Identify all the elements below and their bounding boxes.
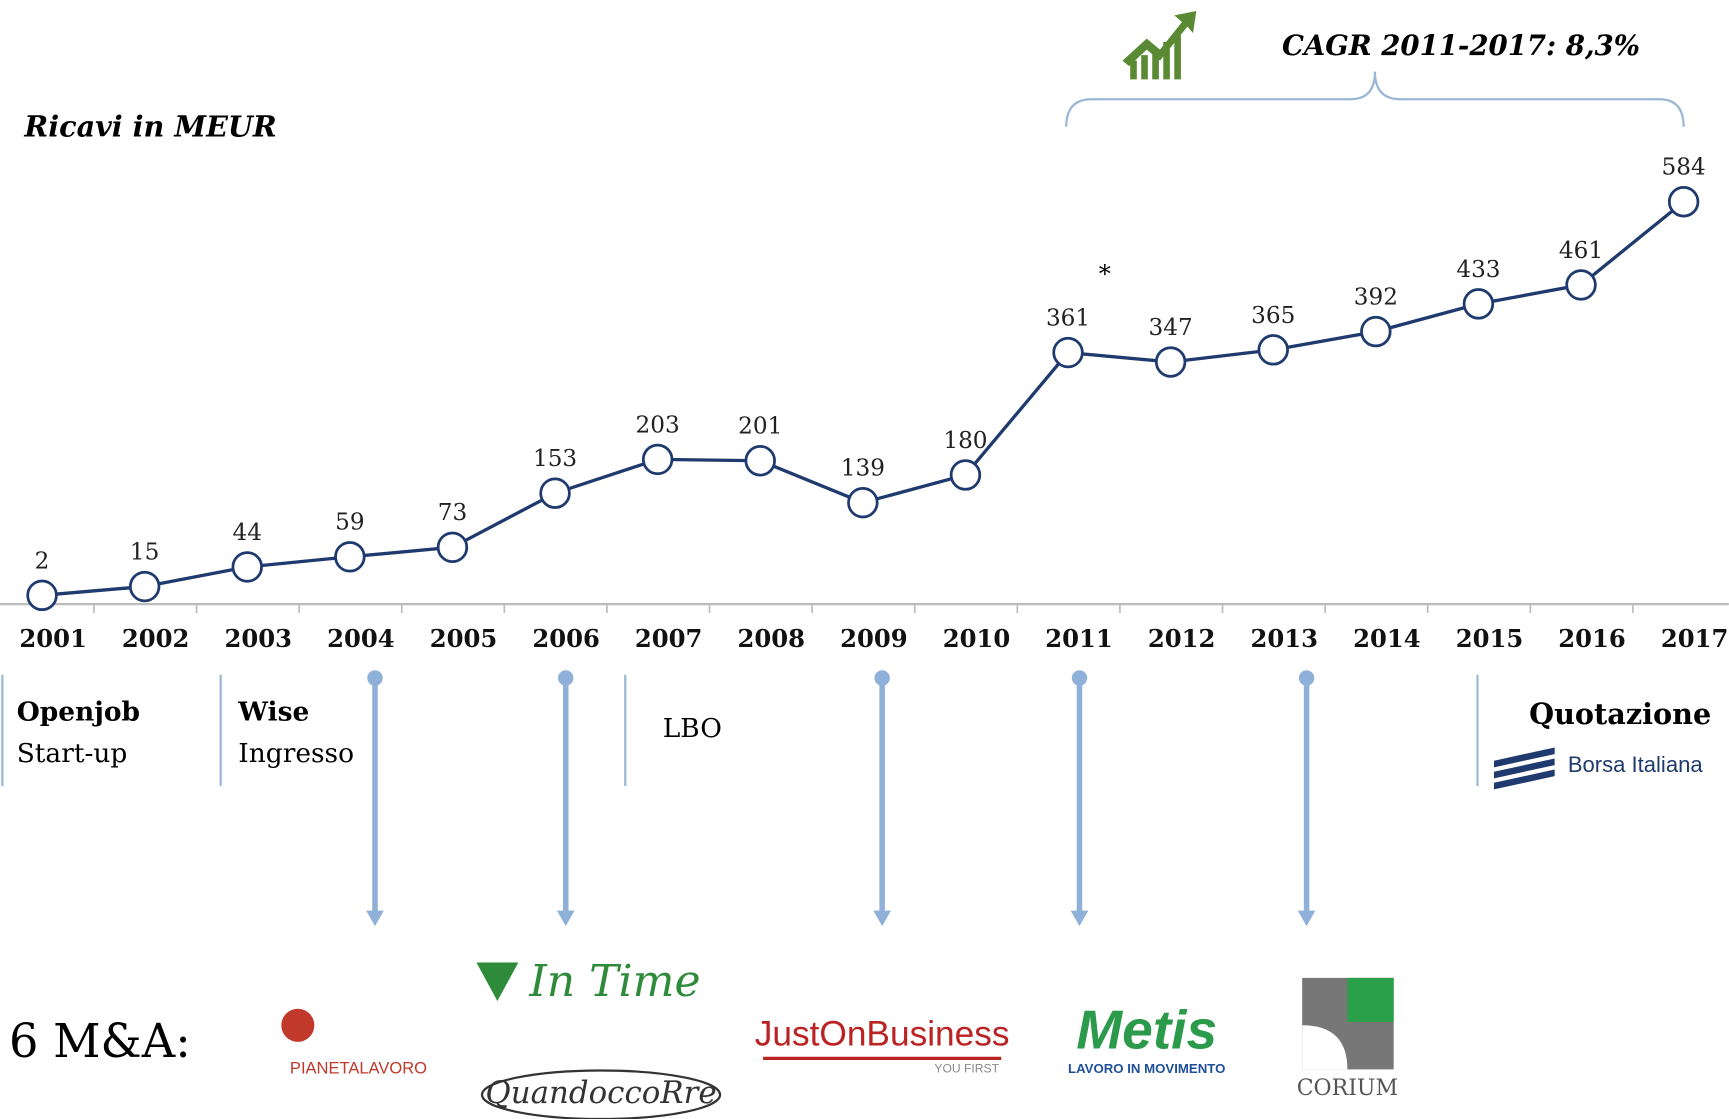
brace (1065, 71, 1685, 127)
data-label: 73 (438, 500, 467, 526)
x-tick-label: 2001 (19, 624, 87, 653)
logo: YOU FIRST (934, 1062, 999, 1076)
point (744, 445, 776, 477)
data-label: 347 (1149, 315, 1193, 341)
growth-icon (1122, 11, 1197, 80)
arrows (366, 670, 1316, 927)
data-label: 203 (636, 412, 680, 438)
data-label: 361 (1046, 305, 1090, 331)
x-tick-label: 2005 (430, 624, 497, 653)
data-label: 461 (1559, 238, 1603, 264)
x-tick-label: 2004 (327, 624, 395, 653)
data-label: 365 (1251, 303, 1295, 329)
logo-icon (480, 1069, 722, 1119)
note: * (1099, 259, 1111, 288)
point (436, 531, 469, 564)
point (1154, 346, 1187, 378)
subtitle: Ricavi in MEUR (23, 109, 276, 143)
point (641, 443, 674, 476)
data-label: 392 (1354, 285, 1398, 311)
data-label: 15 (130, 539, 159, 565)
milestone-title: Quotazione (1529, 697, 1711, 731)
x-tick-label: 2002 (122, 624, 189, 653)
data-label: 584 (1662, 155, 1706, 181)
data-label: 433 (1456, 257, 1500, 283)
point (26, 579, 58, 612)
milestone-text: Ingresso (238, 738, 354, 769)
data-label: 59 (335, 510, 364, 536)
data-label: 201 (738, 414, 782, 440)
x-tick-label: 2008 (738, 624, 806, 653)
point (847, 486, 879, 519)
logo: QuandoccoRre (485, 1075, 716, 1111)
x-tick-label: 2016 (1558, 624, 1626, 653)
point (1462, 288, 1495, 320)
data-label: 153 (533, 446, 577, 472)
logo-icon (281, 1008, 315, 1042)
point (231, 551, 263, 583)
logo: LAVORO IN MOVIMENTO (1068, 1061, 1225, 1076)
point (334, 541, 366, 573)
point (949, 459, 982, 491)
logo: PIANETALAVORO (290, 1059, 427, 1078)
point (1052, 336, 1084, 369)
data-label: 139 (841, 456, 885, 482)
logo: CORIUM (1297, 1076, 1398, 1101)
x-tick-label: 2013 (1251, 624, 1319, 653)
x-tick-label: 2011 (1045, 624, 1113, 653)
borsa-logo: Borsa Italiana (1568, 752, 1703, 777)
milestone-title: LBO (663, 713, 722, 744)
data-label: 44 (233, 520, 262, 546)
logo: In Time (528, 956, 700, 1007)
line (41, 200, 1685, 597)
point (1565, 269, 1597, 301)
milestone-title: Openjob (17, 696, 140, 727)
x-tick-label: 2017 (1661, 624, 1729, 653)
logo: JustOnBusiness (755, 1015, 1010, 1054)
x-tick-label: 2003 (225, 624, 293, 653)
x-tick-label: 2010 (943, 624, 1011, 653)
x-tick-label: 2009 (840, 624, 908, 653)
logo: Metis (1076, 999, 1217, 1061)
data-label: 2 (35, 548, 50, 574)
point (1360, 315, 1392, 348)
x-tick-label: 2015 (1456, 624, 1524, 653)
point (1667, 186, 1700, 218)
cagr: CAGR 2011-2017: 8,3% (1282, 30, 1640, 62)
data-label: 180 (943, 428, 987, 454)
point (539, 477, 571, 509)
logo-icon (476, 962, 519, 1002)
point (1257, 334, 1289, 366)
borsa-icon (1494, 747, 1555, 790)
x-tick-label: 2012 (1148, 624, 1216, 653)
x-tick-label: 2014 (1353, 624, 1421, 653)
milestone-title: Wise (237, 696, 309, 727)
ma-label: 6 M&A: (9, 1014, 191, 1068)
x-tick-label: 2007 (635, 624, 703, 653)
point (128, 570, 161, 603)
logo-icon (1302, 977, 1394, 1070)
milestone-text: Start-up (17, 738, 128, 769)
x-tick-label: 2006 (532, 624, 600, 653)
